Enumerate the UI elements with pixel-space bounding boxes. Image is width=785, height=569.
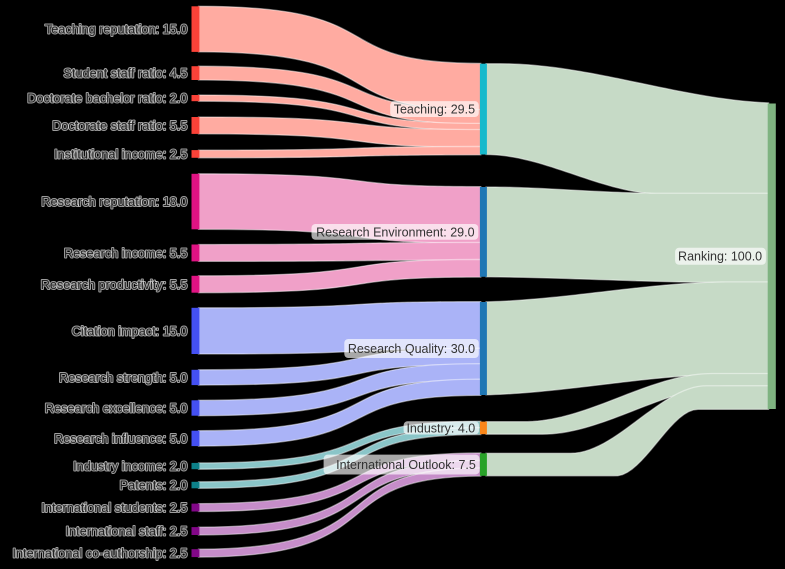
svg-text:International students: 2.5: International students: 2.5 — [41, 501, 187, 515]
svg-text:Research excellence: 5.0: Research excellence: 5.0 — [45, 402, 187, 416]
svg-text:International Outlook: 7.5: International Outlook: 7.5 — [336, 458, 476, 472]
svg-text:Citation impact: 15.0: Citation impact: 15.0 — [72, 324, 188, 338]
svg-text:Research strength: 5.0: Research strength: 5.0 — [59, 371, 187, 385]
svg-text:Industry income: 2.0: Industry income: 2.0 — [73, 460, 187, 474]
svg-text:Research Environment: 29.0: Research Environment: 29.0 — [316, 225, 474, 239]
svg-text:Teaching: 29.5: Teaching: 29.5 — [394, 103, 475, 117]
svg-text:Doctorate staff ratio: 5.5: Doctorate staff ratio: 5.5 — [52, 119, 187, 133]
svg-text:Research productivity: 5.5: Research productivity: 5.5 — [41, 278, 188, 292]
svg-text:Research influence: 5.0: Research influence: 5.0 — [54, 432, 187, 446]
svg-text:Research Quality: 30.0: Research Quality: 30.0 — [348, 342, 475, 356]
svg-text:Industry: 4.0: Industry: 4.0 — [406, 421, 475, 435]
svg-text:Research reputation: 18.0: Research reputation: 18.0 — [41, 195, 187, 209]
svg-text:Institutional income: 2.5: Institutional income: 2.5 — [54, 147, 187, 161]
svg-text:Doctorate bachelor ratio: 2.0: Doctorate bachelor ratio: 2.0 — [27, 92, 187, 106]
svg-text:Student staff ratio: 4.5: Student staff ratio: 4.5 — [63, 67, 187, 81]
svg-text:Teaching reputation: 15.0: Teaching reputation: 15.0 — [45, 23, 188, 37]
svg-text:International staff: 2.5: International staff: 2.5 — [66, 525, 188, 539]
svg-text:Patents: 2.0: Patents: 2.0 — [120, 479, 188, 493]
svg-text:Ranking: 100.0: Ranking: 100.0 — [678, 250, 762, 264]
svg-text:Research income: 5.5: Research income: 5.5 — [64, 246, 187, 260]
svg-text:International co-authorship: 2: International co-authorship: 2.5 — [12, 547, 187, 561]
